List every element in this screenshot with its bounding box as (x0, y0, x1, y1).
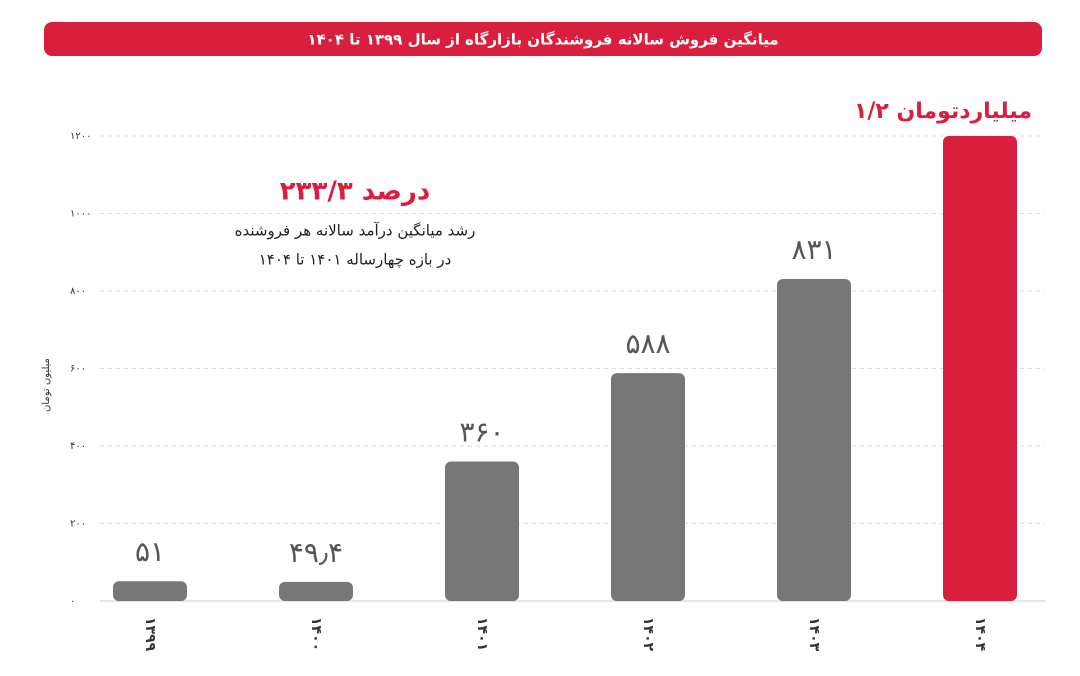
title-banner (44, 22, 1042, 56)
x-tick-label: ۱۴۰۰ (308, 617, 324, 651)
x-tick-label: ۱۳۹۹ (142, 617, 158, 652)
value-label: ۱/۲ میلیاردتومان (854, 99, 1032, 124)
bar (611, 373, 685, 601)
y-tick-label: ۰ (70, 596, 75, 607)
annotation-title: ۲۳۳/۳ درصد (280, 177, 430, 207)
y-tick-label: ۱۰۰۰ (70, 209, 91, 220)
x-tick-label: ۱۴۰۳ (806, 617, 822, 652)
bar (777, 278, 851, 601)
y-axis-label: میلیون تومان (41, 358, 52, 412)
value-label: ۳۶۰ (459, 416, 504, 449)
bar (445, 461, 519, 601)
x-tick-label: ۱۴۰۴ (972, 617, 988, 652)
x-tick-label: ۱۴۰۱ (474, 617, 490, 651)
value-label: ۵۸۸ (625, 327, 670, 360)
value-label: ۸۳۱ (791, 233, 836, 266)
value-label: ۵۱ (135, 535, 165, 568)
y-tick-label: ۲۰۰ (70, 519, 86, 530)
bar (113, 581, 187, 601)
y-tick-label: ۸۰۰ (70, 286, 86, 297)
annotation-line: در بازه چهارساله ۱۴۰۱ تا ۱۴۰۴ (259, 251, 452, 269)
x-tick-label: ۱۴۰۲ (640, 617, 656, 652)
y-tick-label: ۴۰۰ (70, 441, 86, 452)
y-tick-label: ۱۲۰۰ (70, 131, 91, 142)
bar (943, 136, 1017, 601)
chart-title: میانگین فروش سالانه فروشندگان بازارگاه ا… (307, 31, 778, 49)
y-tick-label: ۶۰۰ (70, 364, 86, 375)
annotation-line: رشد میانگین درآمد سالانه هر فروشنده (235, 222, 476, 240)
value-label: ۴۹٫۴ (289, 536, 343, 569)
bar (279, 581, 353, 601)
